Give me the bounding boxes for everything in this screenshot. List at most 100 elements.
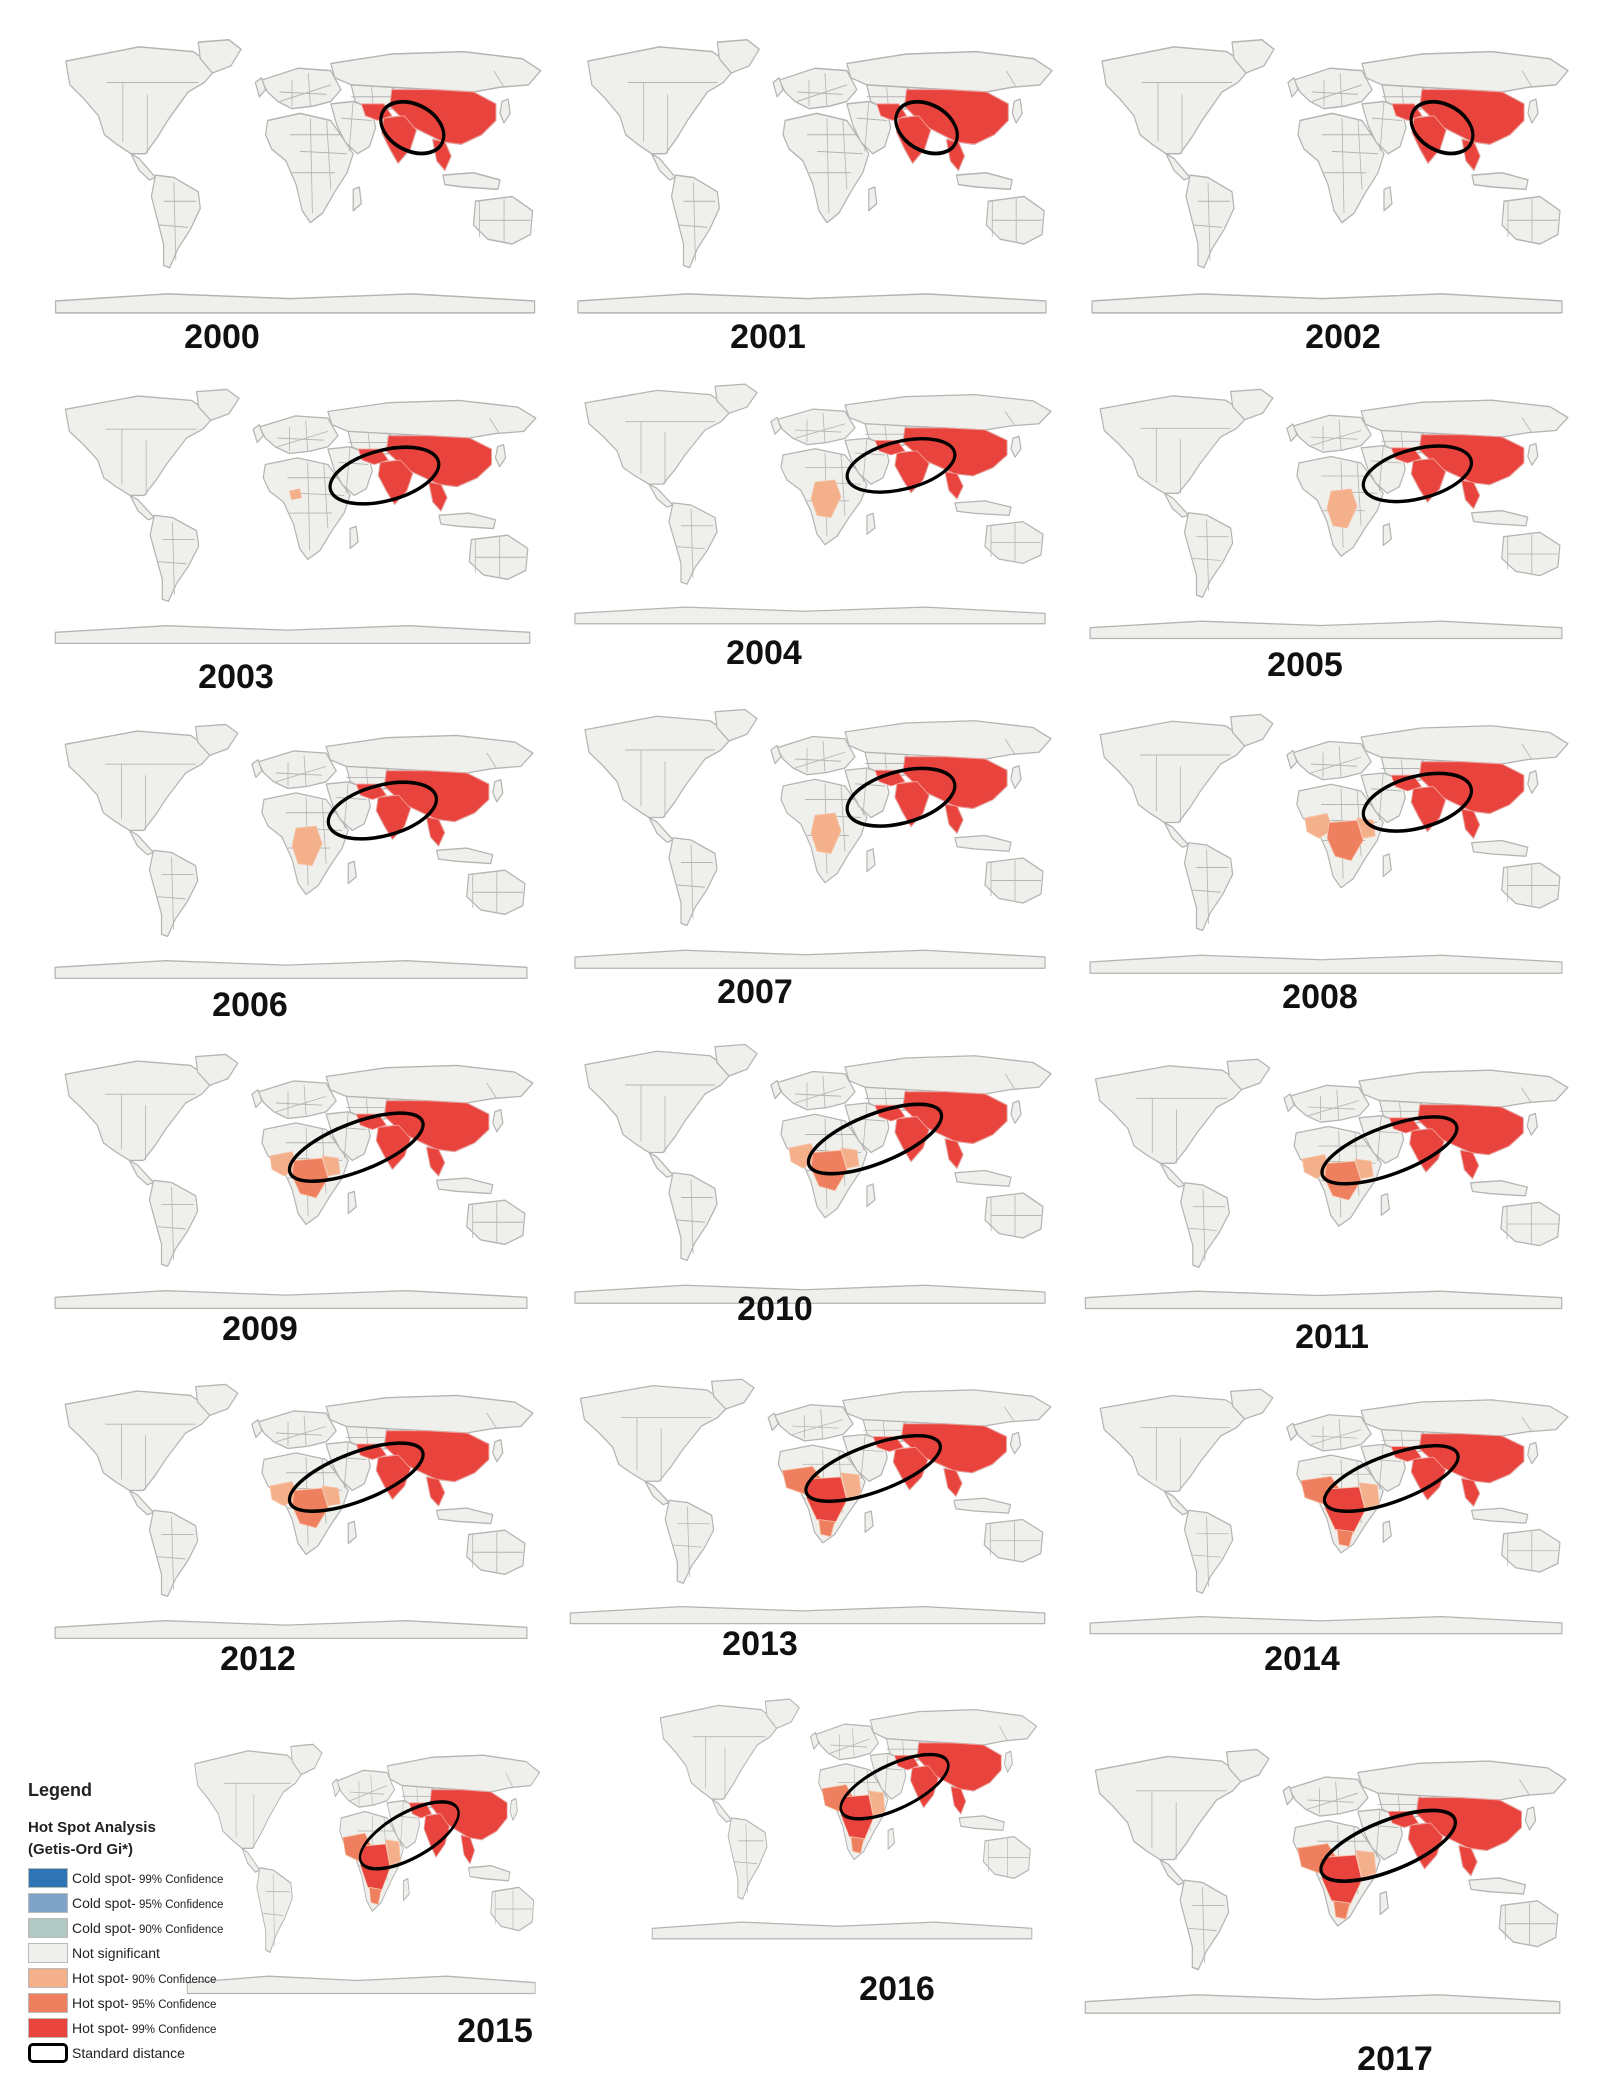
world-map [548,35,1066,320]
landmass-antarctica [1084,1290,1563,1310]
country-borders [990,860,1041,901]
africa-hot-spot-95-region [1336,1529,1354,1547]
landmass-antarctica [54,293,536,314]
legend-item-label: Cold spot- 90% Confidence [72,1920,223,1936]
landmass-indonesia [1468,1877,1527,1895]
landmass-antarctica [1089,620,1563,640]
standard-distance-swatch [28,2042,68,2063]
hot-spot-99-region [1461,479,1481,510]
country-borders [989,1521,1041,1560]
landmass-south-america [670,174,720,269]
country-borders [336,1428,397,1489]
country-borders [1136,1097,1228,1164]
landmass-uk [772,77,784,98]
standard-distance-ellipse [845,437,957,494]
country-borders [287,462,345,551]
hot-spot-99-region [426,1476,446,1507]
world-map [25,385,550,650]
landmass-madagascar [352,186,362,212]
legend-item: Cold spot- 95% Confidence [28,1890,268,1915]
world-map-panel [1060,1385,1582,1640]
country-borders [105,763,196,831]
landmass-antarctica [1089,954,1563,974]
legend-item: Hot spot- 95% Confidence [28,1990,268,2015]
hot-spot-99-region [1407,1822,1444,1870]
standard-distance-ellipse [328,445,441,506]
hot-spot-99-region [950,1786,966,1815]
hot-spot-99-region [1461,808,1481,840]
country-borders [472,1202,523,1243]
landmass-madagascar [866,1183,876,1208]
africa-hot-spot-90-region [1326,488,1358,529]
country-borders [625,749,715,818]
world-map [25,35,555,320]
legend-swatch [28,1892,68,1913]
landmass-europe [776,735,856,776]
landmass-indonesia [954,834,1012,852]
standard-distance-ellipse [804,1434,943,1503]
landmass-japan [1527,1441,1539,1465]
landmass-madagascar [402,1878,410,1901]
landmass-indonesia [955,172,1013,191]
landmass-europe [1292,740,1372,781]
map-legend: Legend Hot Spot Analysis (Getis-Ord Gi*)… [28,1780,268,2065]
country-borders [275,1085,327,1117]
africa-hot-spot-90-region [321,1155,341,1177]
africa-hot-spot-90-region [840,1472,862,1499]
landmass-japan [1527,770,1539,794]
country-borders [1142,82,1232,154]
landmass-uk [252,424,264,444]
world-map [628,1695,1048,1945]
country-borders [1507,1531,1558,1570]
country-borders [474,537,526,578]
country-borders [679,182,716,261]
landmass-greenland [714,708,758,742]
africa-hot-spot-90-region [1356,817,1376,839]
country-borders [1140,754,1231,823]
landmass-africa [782,112,870,224]
landmass-greenland [711,1378,755,1410]
legend-item-confidence: 99% Confidence [128,2023,217,2036]
country-borders [1192,519,1229,591]
hot-spot-99-region [375,1124,411,1170]
world-map-panel [540,1375,1065,1630]
legend-item-label: Standard distance [72,2044,185,2061]
landmass-uk [1283,1093,1295,1112]
landmass-uk [810,1731,820,1750]
hot-spot-99-region [944,1138,964,1170]
landmass-indonesia [435,847,494,865]
hot-spot-99-region [943,1467,963,1497]
hot-spot-99-region [426,816,446,847]
world-map-panel [1055,1055,1582,1315]
legend-item-category: Not significant [72,1944,160,1961]
year-label: 2011 [1295,1318,1369,1356]
landmass-japan [492,778,504,803]
legend-item-confidence: 99% Confidence [135,1873,224,1886]
country-borders [829,1728,871,1758]
country-borders [991,198,1043,242]
landmass-madagascar [1379,1890,1389,1916]
year-label: 2005 [1267,646,1343,684]
landmass-japan [1527,98,1539,124]
country-borders [1506,1204,1558,1244]
landmass-europe [778,67,858,110]
standard-distance-ellipse [1320,1115,1459,1186]
landmass-antarctica [1089,1615,1563,1635]
africa-hot-spot-90-region [1304,812,1334,839]
country-borders [1135,1790,1227,1860]
standard-distance-ellipse [1409,99,1475,156]
landmass-south-america [1183,842,1234,932]
landmass-europe [1293,67,1373,110]
landmass-madagascar [347,1520,357,1545]
landmass-japan [1003,1750,1013,1773]
africa-hot-spot-90-region [810,812,842,854]
country-borders [1507,534,1558,574]
landmass-madagascar [866,512,876,535]
country-borders [157,856,194,930]
world-map-panel [545,1040,1065,1310]
landmass-japan [1011,98,1023,124]
hot-spot-99-region [894,1116,930,1163]
landmass-greenland [1231,39,1275,74]
country-borders [105,1093,196,1161]
africa-hot-spot-90-region [289,488,303,501]
